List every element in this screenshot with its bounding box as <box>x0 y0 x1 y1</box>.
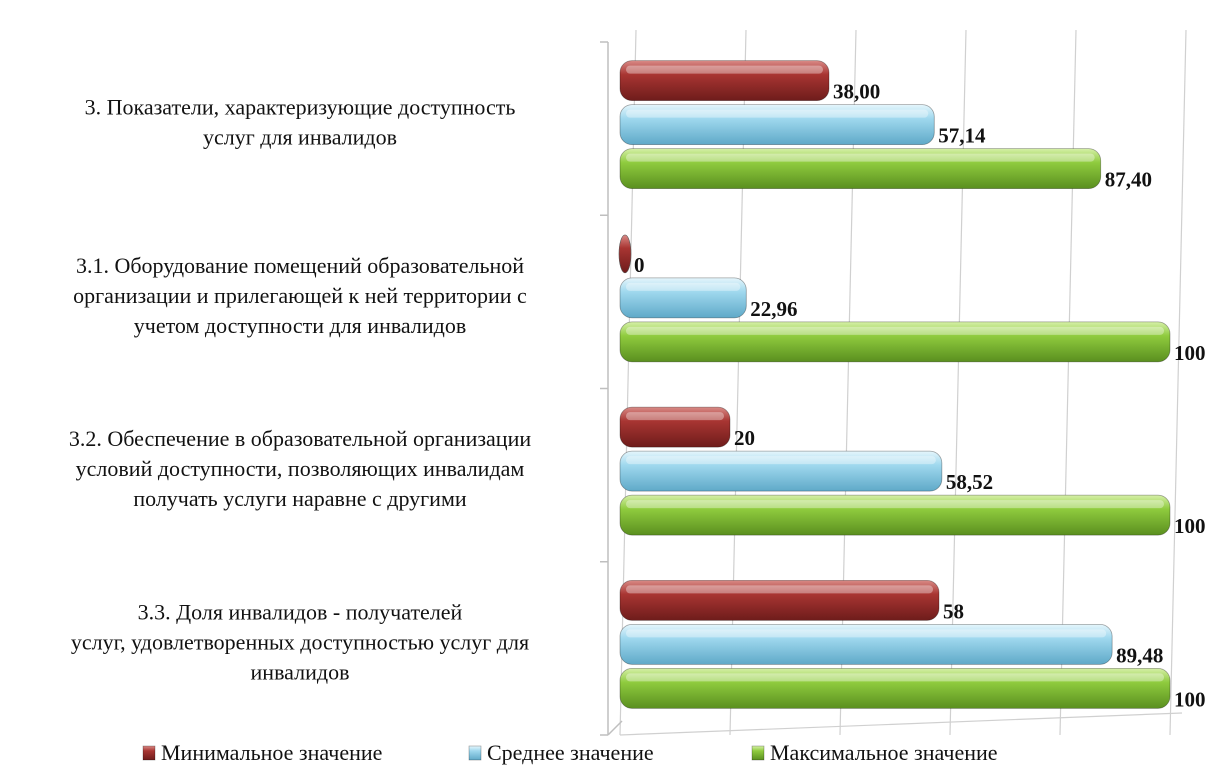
bar-highlight <box>626 153 1095 162</box>
value-label: 58,52 <box>946 470 993 494</box>
axis-corner <box>607 720 623 736</box>
value-labels: 38,00 57,14 87,40 0 22,96 100 20 58,52 100 58 89,4… <box>634 80 1206 712</box>
bar-max <box>619 667 1171 709</box>
bar-highlight <box>626 456 936 465</box>
bar-highlight <box>626 500 1164 509</box>
category-label: 3.1. Оборудование помещений образователь… <box>73 253 527 338</box>
category-label: 3.2. Обеспечение в образовательной орган… <box>69 426 531 511</box>
value-label: 100 <box>1174 514 1206 538</box>
legend-label: Максимальное значение <box>770 740 998 765</box>
bar-avg <box>619 104 935 146</box>
legend-swatch <box>468 745 482 761</box>
bar-max <box>619 148 1102 190</box>
grid-line <box>949 29 967 736</box>
bar-highlight <box>626 585 933 594</box>
value-label: 57,14 <box>938 124 986 148</box>
bar-highlight <box>626 326 1164 335</box>
bar-min <box>618 234 632 274</box>
legend-swatch <box>751 745 765 761</box>
grid-line <box>619 29 637 736</box>
grid-line <box>1169 29 1187 736</box>
category-label: 3. Показатели, характеризующие доступнос… <box>85 95 516 150</box>
value-label: 100 <box>1174 341 1206 365</box>
category-labels: 3. Показатели, характеризующие доступнос… <box>69 95 531 685</box>
bar-max <box>619 494 1171 536</box>
bar-min <box>619 579 940 621</box>
bar-avg <box>619 277 747 319</box>
category-axis <box>600 41 623 736</box>
grid-line <box>1059 29 1077 736</box>
value-label: 0 <box>634 253 645 277</box>
floor-edge <box>619 712 1183 736</box>
bar-avg <box>619 623 1113 665</box>
legend-label: Минимальное значение <box>161 740 382 765</box>
bar-highlight <box>626 282 741 291</box>
legend-label: Среднее значение <box>487 740 654 765</box>
bar-min <box>619 406 731 448</box>
value-label: 38,00 <box>833 80 880 104</box>
legend: Минимальное значение Среднее значение Макс… <box>142 740 998 765</box>
bar-max <box>619 321 1171 363</box>
bars-layer <box>618 60 1171 709</box>
bar-avg <box>619 450 943 492</box>
legend-swatch <box>142 745 156 761</box>
bar-highlight <box>626 673 1164 682</box>
value-label: 58 <box>943 599 964 623</box>
value-label: 87,40 <box>1105 168 1152 192</box>
value-label: 100 <box>1174 687 1206 711</box>
value-label: 22,96 <box>750 297 797 321</box>
bar-highlight <box>626 412 724 421</box>
value-label: 89,48 <box>1116 643 1163 667</box>
bar-min <box>619 60 830 102</box>
value-label: 20 <box>734 426 755 450</box>
bar-highlight <box>626 65 823 74</box>
bar-highlight <box>626 109 929 118</box>
bar-highlight <box>626 629 1107 638</box>
category-label: 3.3. Доля инвалидов - получателей услуг, … <box>71 599 529 684</box>
